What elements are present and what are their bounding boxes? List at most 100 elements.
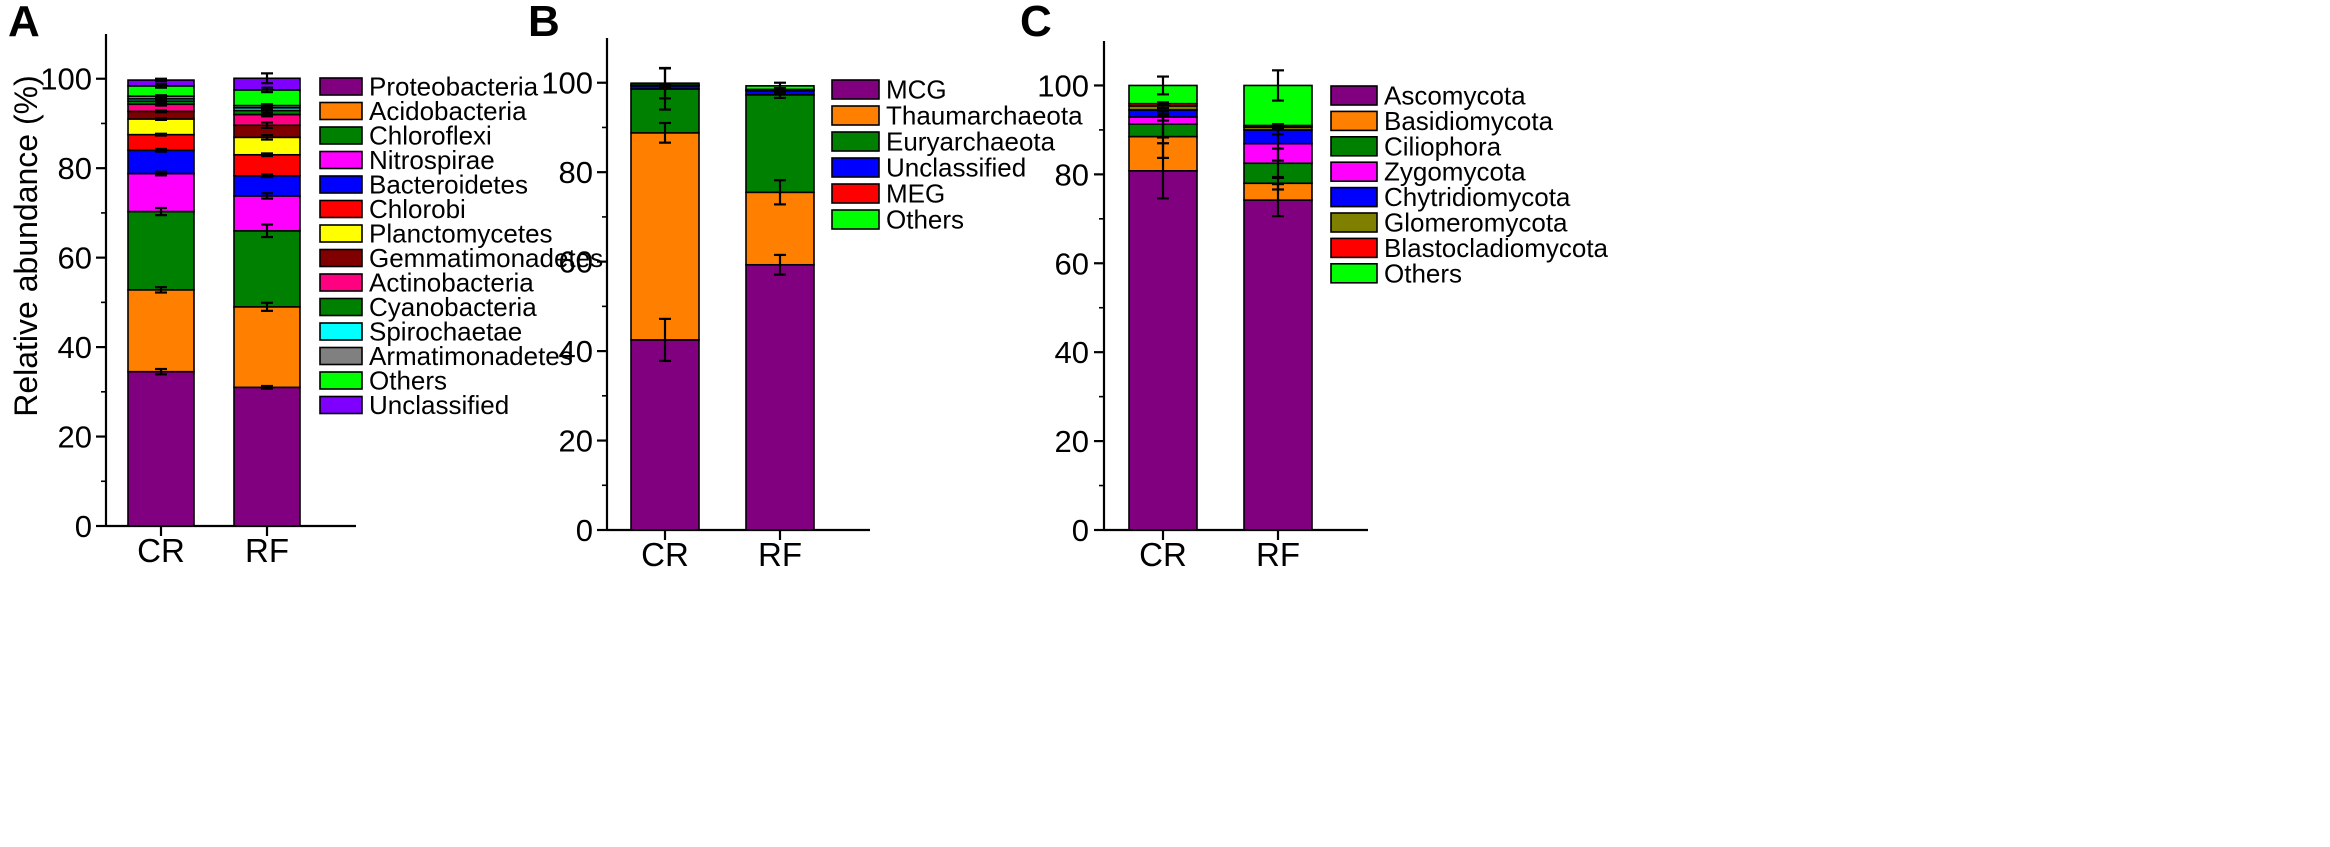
legend-c: AscomycotaBasidiomycotaCiliophoraZygomyc… [1330, 81, 1609, 288]
legend-label-unclassified: Unclassified [886, 153, 1026, 183]
error-bar-a-rf-proteobacteria [261, 384, 273, 390]
legend-label-cyanobacteria: Cyanobacteria [369, 292, 537, 322]
y-tick-label-a-100: 100 [40, 62, 92, 97]
y-tick-label-b-40: 40 [559, 334, 593, 369]
legend-swatch-bacteroidetes [319, 175, 363, 194]
y-tick-label-a-60: 60 [58, 241, 92, 276]
legend-swatch-cyanobacteria [319, 297, 363, 317]
error-bar-b-rf-thaumarchaeota [774, 179, 786, 206]
bar-segment-b-rf-euryarchaeota [745, 94, 815, 194]
legend-swatch-ciliophora [1330, 136, 1378, 157]
error-bar-a-cr-acidobacteria [155, 286, 167, 294]
error-bar-a-rf-others [261, 86, 273, 94]
legend-label-spirochaetae: Spirochaetae [369, 317, 522, 347]
y-tick-label-b-20: 20 [559, 424, 593, 459]
legend-swatch-chlorobi [319, 199, 363, 219]
legend-swatch-unclassified [831, 157, 880, 178]
legend-swatch-chytridiomycota [1330, 186, 1378, 208]
y-tick-label-b-0: 0 [576, 513, 593, 548]
error-bar-a-rf-acidobacteria [261, 301, 273, 312]
category-label-a-rf: RF [245, 532, 289, 569]
legend-swatch-euryarchaeota [831, 131, 880, 152]
error-bar-b-cr-others [659, 66, 671, 100]
legend-swatch-planctomycetes [319, 224, 363, 243]
error-bar-b-rf-others [774, 81, 786, 91]
legend-swatch-ascomycota [1330, 85, 1378, 106]
legend-a: ProteobacteriaAcidobacteriaChloroflexiNi… [319, 72, 603, 420]
legend-label-mcg: MCG [886, 75, 947, 105]
error-bar-a-cr-unclassified [155, 77, 167, 83]
legend-b: MCGThaumarchaeotaEuryarchaeotaUnclassifi… [831, 75, 1083, 235]
error-bar-a-rf-chlorobi [261, 152, 273, 158]
bar-segment-a-cr-planctomycetes [127, 118, 195, 136]
error-bar-a-cr-gemmatimonadetes [155, 109, 167, 114]
y-tick-label-a-40: 40 [58, 330, 92, 365]
y-tick-label-c-0: 0 [1072, 513, 1089, 548]
legend-swatch-mcg [831, 79, 880, 100]
y-tick-label-a-80: 80 [58, 151, 92, 186]
panel-b: B 0 20 40 60 80 100 CR RF MCGThaumarchaeotaEuryar… [528, 0, 1083, 573]
legend-swatch-others [319, 371, 363, 390]
legend-swatch-basidiomycota [1330, 110, 1378, 132]
bar-segment-a-cr-bacteroidetes [127, 149, 195, 175]
legend-label-chloroflexi: Chloroflexi [369, 121, 492, 151]
legend-label-chlorobi: Chlorobi [369, 194, 466, 224]
legend-swatch-actinobacteria [319, 273, 363, 292]
y-tick-label-c-20: 20 [1055, 424, 1089, 459]
legend-label-others: Others [1384, 258, 1462, 288]
legend-label-chytridiomycota: Chytridiomycota [1384, 182, 1571, 212]
legend-label-zygomycota: Zygomycota [1384, 157, 1526, 187]
error-bar-c-cr-others [1157, 75, 1169, 96]
error-bar-a-cr-chloroflexi [155, 206, 167, 217]
bar-segment-b-cr-thaumarchaeota [630, 132, 700, 341]
bar-segment-c-rf-ascomycota [1243, 199, 1313, 531]
legend-swatch-blastocladiomycota [1330, 237, 1378, 259]
bar-segment-a-cr-acidobacteria [127, 289, 195, 373]
y-tick-label-c-40: 40 [1055, 335, 1089, 370]
error-bar-a-rf-chloroflexi [261, 223, 273, 239]
error-bar-a-cr-armatimonadetes [155, 94, 167, 99]
error-bar-a-cr-planctomycetes [155, 116, 167, 121]
legend-swatch-acidobacteria [319, 101, 363, 121]
bar-segment-a-cr-chloroflexi [127, 210, 195, 291]
legend-label-planctomycetes: Planctomycetes [369, 219, 553, 249]
bar-segment-a-rf-chloroflexi [233, 230, 301, 308]
error-bar-a-cr-proteobacteria [155, 367, 167, 376]
error-bar-a-rf-nitrospirae [261, 192, 273, 200]
bar-segment-a-rf-acidobacteria [233, 306, 301, 389]
bar-segment-a-rf-proteobacteria [233, 386, 301, 527]
legend-label-thaumarchaeota: Thaumarchaeota [886, 101, 1083, 131]
panel-letter-c: C [1020, 0, 1052, 46]
bar-segment-a-cr-proteobacteria [127, 370, 195, 527]
error-bar-a-rf-bacteroidetes [261, 173, 273, 179]
legend-swatch-unclassified [319, 395, 363, 415]
error-bar-b-cr-thaumarchaeota [659, 121, 671, 144]
legend-label-blastocladiomycota: Blastocladiomycota [1384, 233, 1609, 263]
category-label-c-rf: RF [1256, 536, 1300, 573]
legend-swatch-proteobacteria [319, 77, 363, 96]
error-bar-b-rf-mcg [774, 253, 786, 276]
bar-segment-c-cr-ascomycota [1128, 170, 1198, 531]
error-bar-a-rf-unclassified [261, 72, 273, 85]
y-tick-label-c-100: 100 [1037, 68, 1089, 103]
legend-swatch-others [1330, 262, 1378, 284]
legend-label-nitrospirae: Nitrospirae [369, 145, 495, 175]
legend-swatch-armatimonadetes [319, 346, 363, 366]
legend-swatch-others [831, 209, 880, 230]
legend-label-others: Others [886, 205, 964, 235]
y-tick-label-b-80: 80 [559, 155, 593, 190]
legend-label-ciliophora: Ciliophora [1384, 131, 1502, 161]
panel-a: A Relative abundance (%) 0 20 40 60 80 100 CR RF P… [8, 0, 603, 569]
legend-swatch-chloroflexi [319, 126, 363, 145]
y-tick-label-a-0: 0 [75, 509, 92, 544]
legend-label-others: Others [369, 366, 447, 396]
legend-label-basidiomycota: Basidiomycota [1384, 106, 1554, 136]
legend-swatch-spirochaetae [319, 322, 363, 341]
bar-segment-a-cr-nitrospirae [127, 172, 195, 213]
error-bar-c-rf-blastocladiomycota [1272, 123, 1284, 128]
category-label-c-cr: CR [1139, 536, 1187, 573]
error-bar-a-cr-others [155, 82, 167, 89]
y-tick-label-b-100: 100 [541, 66, 593, 101]
y-tick-label-c-60: 60 [1055, 246, 1089, 281]
